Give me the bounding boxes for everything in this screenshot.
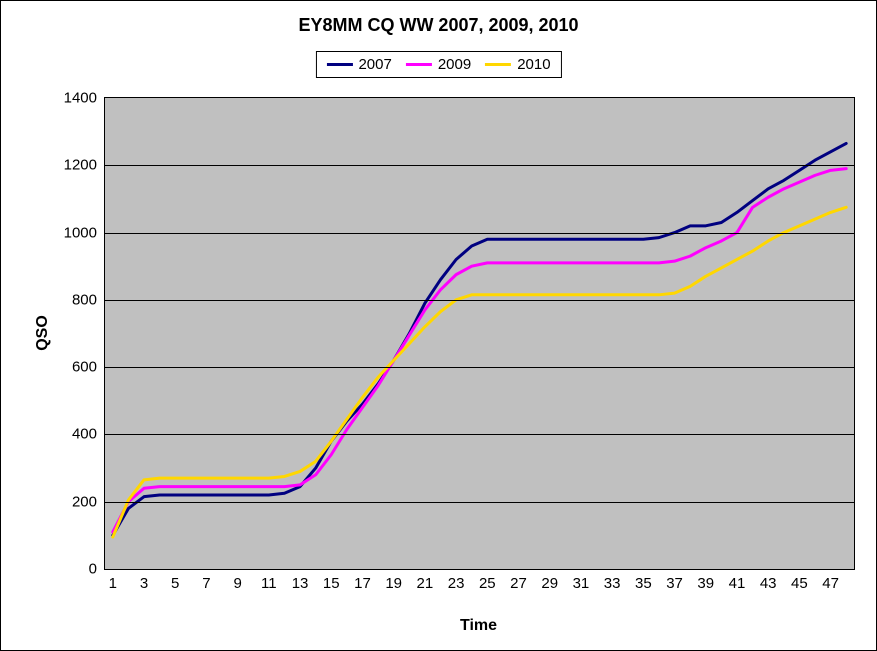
x-tick-label: 13 — [292, 575, 309, 592]
x-tick-label: 31 — [573, 575, 590, 592]
chart-frame: EY8MM CQ WW 2007, 2009, 2010 20072009201… — [0, 0, 877, 651]
legend-item: 2010 — [485, 56, 550, 73]
y-axis-label: QSO — [34, 315, 52, 351]
chart-title: EY8MM CQ WW 2007, 2009, 2010 — [1, 15, 876, 36]
y-tick-label: 1200 — [57, 157, 97, 174]
chart-lines — [105, 98, 854, 569]
legend-label: 2007 — [358, 56, 391, 73]
x-tick-label: 45 — [791, 575, 808, 592]
x-tick-label: 21 — [417, 575, 434, 592]
legend: 2007 2009 2010 — [315, 51, 561, 78]
y-tick-label: 600 — [57, 359, 97, 376]
x-tick-label: 19 — [385, 575, 402, 592]
x-tick-label: 11 — [261, 575, 277, 592]
x-tick-label: 17 — [354, 575, 371, 592]
legend-label: 2010 — [517, 56, 550, 73]
x-tick-label: 9 — [233, 575, 241, 592]
y-tick-label: 0 — [57, 561, 97, 578]
x-tick-label: 43 — [760, 575, 777, 592]
x-tick-label: 29 — [541, 575, 558, 592]
x-tick-label: 3 — [140, 575, 148, 592]
gridline — [105, 300, 854, 301]
x-tick-label: 47 — [822, 575, 839, 592]
gridline — [105, 233, 854, 234]
x-tick-label: 7 — [202, 575, 210, 592]
series-line — [113, 143, 846, 535]
x-tick-label: 27 — [510, 575, 527, 592]
legend-item: 2007 — [326, 56, 391, 73]
x-tick-label: 37 — [666, 575, 683, 592]
legend-swatch — [485, 63, 511, 66]
legend-swatch — [406, 63, 432, 66]
x-tick-label: 41 — [729, 575, 746, 592]
legend-swatch — [326, 63, 352, 66]
x-tick-label: 23 — [448, 575, 465, 592]
x-tick-label: 33 — [604, 575, 621, 592]
y-tick-label: 400 — [57, 426, 97, 443]
legend-label: 2009 — [438, 56, 471, 73]
x-tick-label: 5 — [171, 575, 179, 592]
x-axis-label: Time — [460, 617, 497, 635]
x-tick-label: 39 — [697, 575, 714, 592]
y-tick-label: 1000 — [57, 224, 97, 241]
gridline — [105, 434, 854, 435]
y-tick-label: 1400 — [57, 90, 97, 107]
gridline — [105, 502, 854, 503]
x-tick-label: 1 — [109, 575, 117, 592]
y-tick-label: 800 — [57, 291, 97, 308]
y-tick-label: 200 — [57, 493, 97, 510]
x-tick-label: 15 — [323, 575, 340, 592]
x-tick-label: 35 — [635, 575, 652, 592]
gridline — [105, 165, 854, 166]
x-tick-label: 25 — [479, 575, 496, 592]
legend-item: 2009 — [406, 56, 471, 73]
plot-area: 0200400600800100012001400135791113151719… — [104, 97, 855, 570]
gridline — [105, 367, 854, 368]
